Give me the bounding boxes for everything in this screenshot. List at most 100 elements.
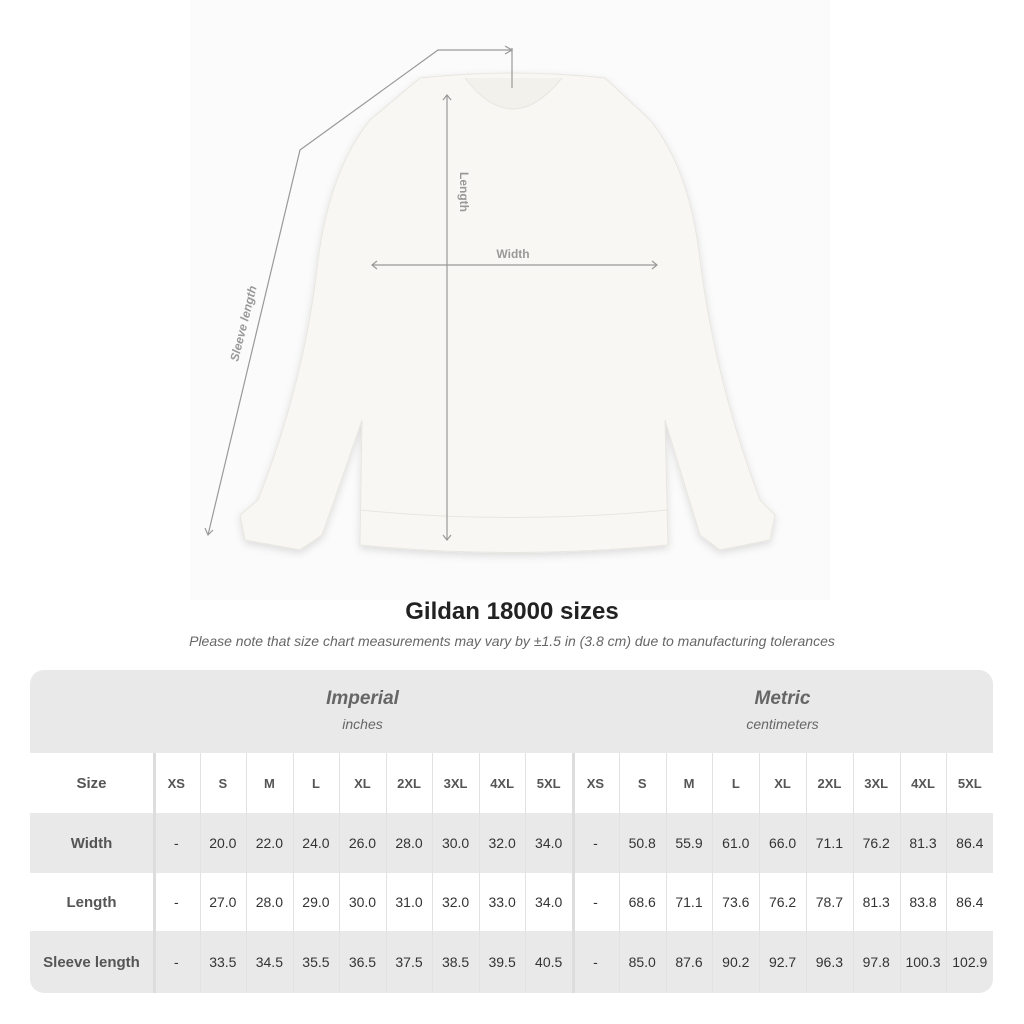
table-cell: 55.9 <box>675 835 703 851</box>
table-cell: 22.0 <box>255 835 283 851</box>
size-column-header: XL <box>354 775 371 791</box>
table-cell: 34.0 <box>535 894 563 910</box>
table-cell: 36.5 <box>348 954 377 970</box>
column-divider <box>339 753 341 993</box>
table-cell: 86.4 <box>956 894 984 910</box>
metric-group-header: Metric centimeters <box>572 670 993 753</box>
size-table: Imperial inches Metric centimeters Size X… <box>30 670 993 993</box>
size-column-header: 2XL <box>817 775 842 791</box>
row-label: Length <box>66 893 117 911</box>
column-divider <box>385 753 387 993</box>
table-cell: 76.2 <box>768 894 797 910</box>
size-header: Size <box>76 774 107 792</box>
table-cell: 33.0 <box>488 894 516 910</box>
table-cell: 34.5 <box>255 954 283 970</box>
size-column-header: L <box>731 775 740 791</box>
size-column-header: M <box>683 775 695 791</box>
size-column-header: XS <box>586 775 605 791</box>
table-cell: 37.5 <box>395 954 423 970</box>
table-cell: 33.5 <box>209 954 237 970</box>
table-cell: - <box>593 894 598 910</box>
column-divider <box>153 753 156 993</box>
column-divider <box>525 753 527 993</box>
size-column-header: XL <box>774 775 791 791</box>
imperial-heading: Imperial <box>326 688 399 709</box>
table-cell: 81.3 <box>909 835 937 851</box>
table-cell: 32.0 <box>441 894 470 910</box>
table-cell: - <box>173 894 179 910</box>
table-cell: 31.0 <box>395 894 423 910</box>
column-divider <box>665 753 667 993</box>
table-cell: 100.3 <box>905 954 941 970</box>
column-divider <box>572 753 575 993</box>
size-column-header: 3XL <box>443 775 468 791</box>
table-cell: 24.0 <box>302 835 330 851</box>
table-cell: 50.8 <box>628 835 656 851</box>
row-label: Sleeve length <box>43 953 140 971</box>
column-divider <box>246 753 248 993</box>
size-column-header: 4XL <box>911 775 935 791</box>
table-cell: 26.0 <box>348 835 377 851</box>
column-divider <box>806 753 807 993</box>
table-cell: 27.0 <box>209 894 237 910</box>
table-cell: 61.0 <box>722 835 750 851</box>
table-cell: - <box>593 954 598 970</box>
metric-unit: centimeters <box>746 716 819 732</box>
width-label: Width <box>496 247 529 261</box>
metric-heading: Metric <box>754 688 811 709</box>
table-cell: 32.0 <box>488 835 516 851</box>
table-cell: 34.0 <box>535 835 563 851</box>
size-column-header: M <box>263 775 275 791</box>
sweatshirt-image: Length Width Sleeve length <box>204 45 776 553</box>
table-cell: 90.2 <box>722 954 750 970</box>
table-cell: 30.0 <box>441 835 470 851</box>
column-divider <box>899 753 901 993</box>
table-cell: 66.0 <box>768 835 797 851</box>
table-cell: - <box>173 954 179 970</box>
table-cell: 102.9 <box>952 954 988 970</box>
table-cell: 28.0 <box>255 894 283 910</box>
table-cell: 29.0 <box>302 894 330 910</box>
table-cell: 78.7 <box>815 894 844 910</box>
table-cell: - <box>593 835 598 851</box>
sweatshirt-diagram: Length Width Sleeve length <box>190 0 830 600</box>
column-divider <box>946 753 948 993</box>
column-divider <box>712 753 714 993</box>
tolerance-note: Please note that size chart measurements… <box>189 633 835 649</box>
table-cell: 73.6 <box>722 894 750 910</box>
table-cell: 71.1 <box>815 835 844 851</box>
table-cell: - <box>173 835 179 851</box>
size-column-header: S <box>218 775 228 791</box>
table-cell: 38.5 <box>441 954 470 970</box>
size-column-header: 4XL <box>490 775 515 791</box>
chart-title: Gildan 18000 sizes <box>405 598 619 625</box>
size-column-header: 5XL <box>957 775 982 791</box>
table-cell: 85.0 <box>628 954 656 970</box>
table-cell: 83.8 <box>909 894 937 910</box>
table-header-band <box>30 670 993 753</box>
table-cell: 97.8 <box>862 954 890 970</box>
table-cell: 92.7 <box>768 954 797 970</box>
table-cell: 87.6 <box>675 954 703 970</box>
size-column-header: 2XL <box>397 775 421 791</box>
table-cell: 40.5 <box>535 954 563 970</box>
size-column-header: 5XL <box>536 775 561 791</box>
size-column-header: 3XL <box>864 775 889 791</box>
table-cell: 30.0 <box>348 894 377 910</box>
table-row-band <box>30 931 993 993</box>
table-row-band <box>30 813 993 873</box>
table-cell: 35.5 <box>302 954 330 970</box>
table-cell: 28.0 <box>395 835 423 851</box>
size-column-header: L <box>311 775 320 791</box>
table-cell: 68.6 <box>628 894 656 910</box>
size-column-header: S <box>637 775 647 791</box>
table-cell: 20.0 <box>209 835 237 851</box>
column-divider <box>199 753 201 993</box>
column-divider <box>432 753 434 993</box>
column-divider <box>618 753 620 993</box>
column-divider <box>292 753 294 993</box>
imperial-unit: inches <box>342 716 383 732</box>
length-label: Length <box>457 172 471 212</box>
row-label: Width <box>70 834 113 852</box>
column-divider <box>759 753 761 993</box>
